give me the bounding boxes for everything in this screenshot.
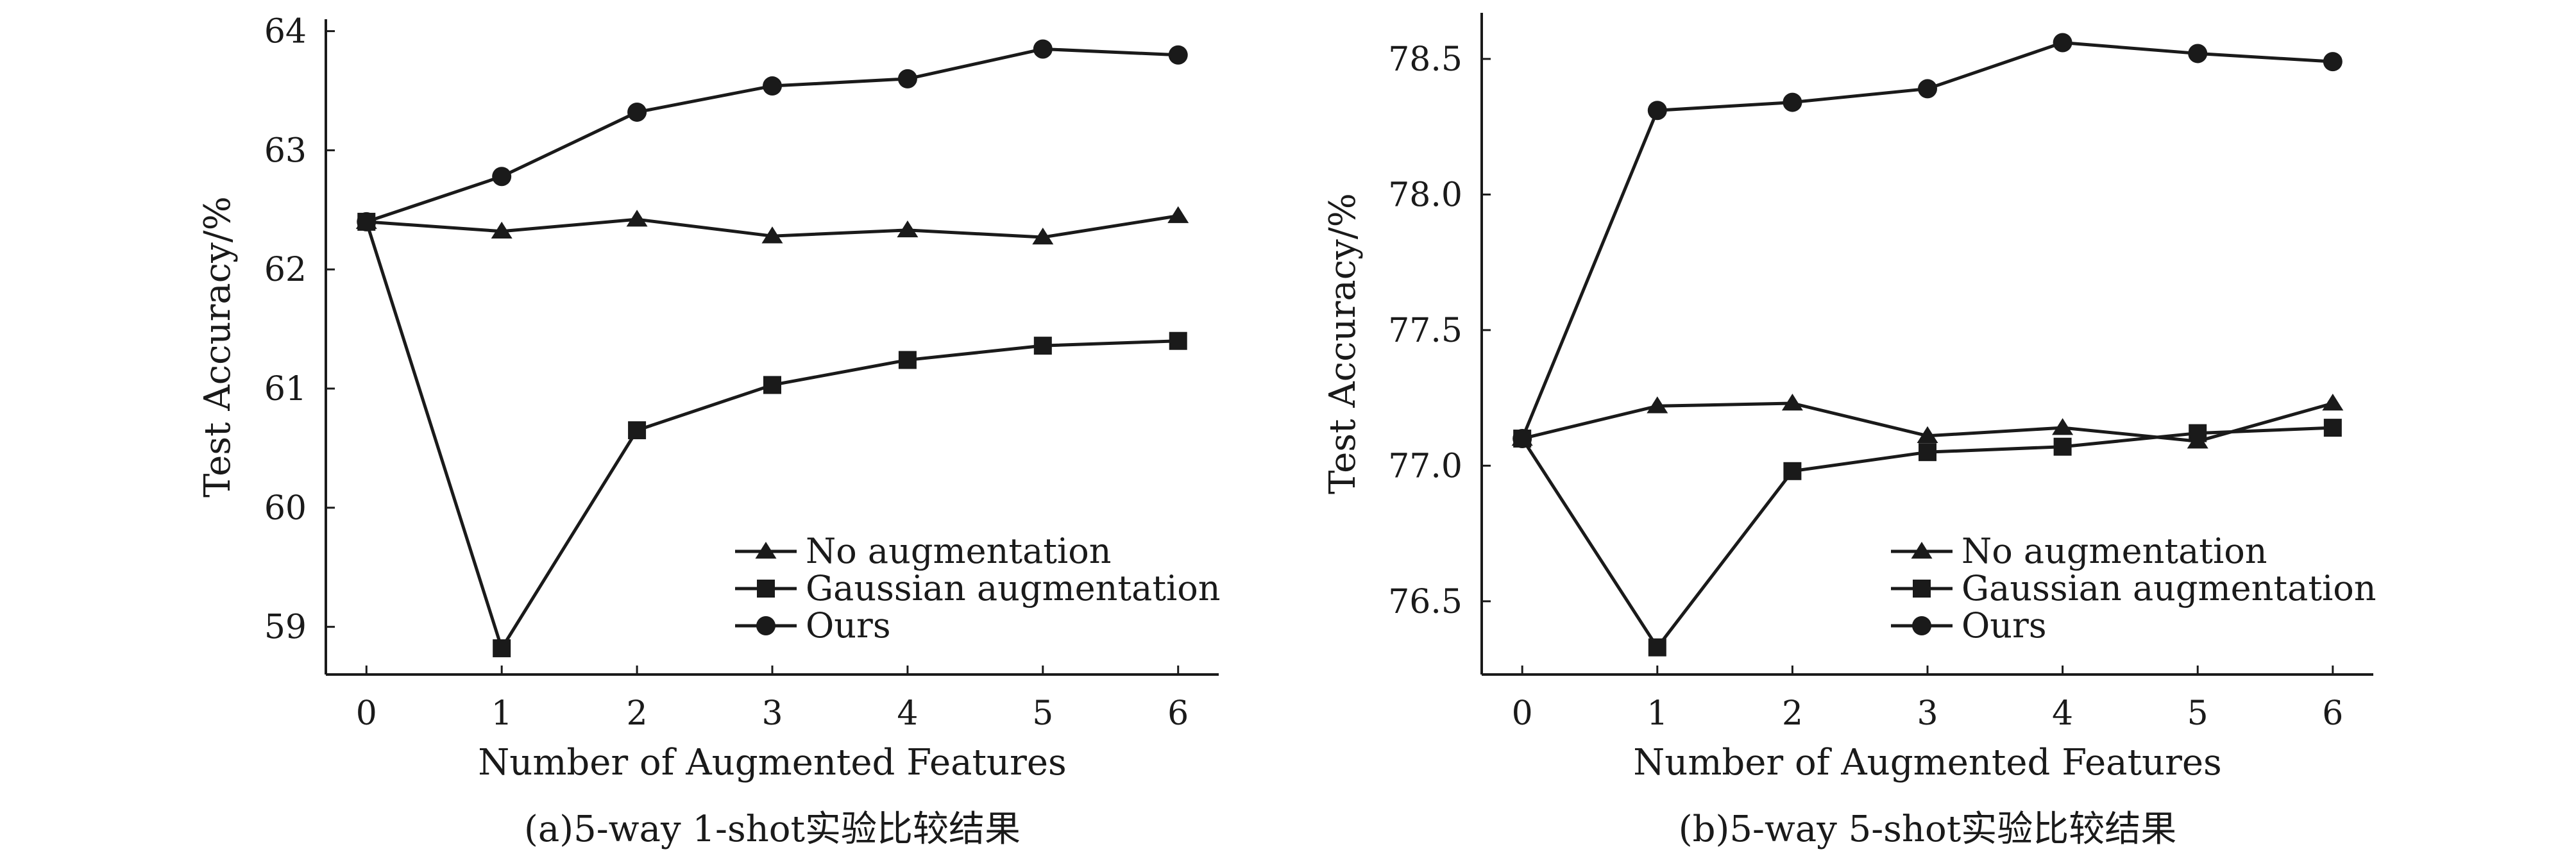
- chart-panel-b: 0 1 2 3 4 5 6 76.5 77.0 77.5 78.0 78.5 Number of Aug…: [1322, 13, 2377, 850]
- data-point-no-augmentation: [2052, 418, 2074, 435]
- y-tick-label: 76.5: [1388, 583, 1462, 621]
- data-point-no-augmentation: [1167, 206, 1189, 223]
- series-line-ours: [366, 47, 1178, 224]
- data-point-gaussian-augmentation: [2053, 437, 2072, 456]
- data-point-gaussian-augmentation: [898, 351, 917, 369]
- y-tick-label: 78.0: [1388, 176, 1462, 214]
- data-point-ours: [763, 76, 782, 96]
- y-tick-label: 62: [264, 251, 307, 289]
- x-axis-title: Number of Augmented Features: [1633, 742, 2221, 783]
- x-tick-label: 3: [761, 694, 783, 733]
- data-point-no-augmentation: [1917, 426, 1938, 444]
- chart-panel-a: 0 1 2 3 4 5 6 59 60 61 62 63 64 Number of Augmented F…: [197, 13, 1221, 850]
- data-point-gaussian-augmentation: [493, 639, 511, 658]
- x-tick-label: 6: [2322, 694, 2343, 733]
- data-point-gaussian-augmentation: [2189, 424, 2207, 442]
- legend-label-no-augmentation: No augmentation: [806, 531, 1112, 571]
- data-point-ours: [2053, 33, 2072, 53]
- data-point-ours: [1513, 429, 1532, 449]
- data-point-ours: [2323, 52, 2343, 72]
- x-tick-label: 5: [1032, 694, 1053, 733]
- data-point-no-augmentation: [897, 220, 919, 238]
- x-tick-label: 1: [1647, 694, 1668, 733]
- x-tick-label: 4: [897, 694, 918, 733]
- data-point-no-augmentation: [2322, 394, 2344, 411]
- legend-label-gaussian-augmentation: Gaussian augmentation: [806, 568, 1221, 608]
- y-tick-label: 61: [264, 370, 307, 408]
- y-axis-title: Test Accuracy/%: [1322, 193, 1364, 494]
- data-point-no-augmentation: [626, 210, 648, 227]
- data-point-ours: [1918, 79, 1937, 99]
- data-point-gaussian-augmentation: [1783, 462, 1802, 480]
- legend-marker-gaussian-augmentation: [1913, 580, 1931, 598]
- x-tick-label: 2: [627, 694, 648, 733]
- data-point-gaussian-augmentation: [2323, 419, 2342, 437]
- data-point-gaussian-augmentation: [1919, 443, 1936, 462]
- data-point-ours: [1647, 101, 1667, 121]
- x-tick-label: 3: [1917, 694, 1938, 733]
- data-point-no-augmentation: [761, 226, 783, 244]
- data-point-no-augmentation: [1781, 394, 1803, 411]
- data-point-gaussian-augmentation: [763, 376, 781, 394]
- chart-caption: (b)5-way 5-shot实验比较结果: [1679, 809, 2176, 850]
- legend-label-no-augmentation: No augmentation: [1962, 531, 2267, 571]
- data-point-gaussian-augmentation: [1169, 331, 1187, 350]
- data-point-ours: [897, 69, 917, 88]
- x-tick-label: 0: [356, 694, 377, 733]
- data-point-ours: [1033, 39, 1053, 59]
- data-point-ours: [1168, 45, 1188, 65]
- y-tick-label: 59: [264, 608, 307, 647]
- legend-marker-ours: [756, 616, 775, 635]
- legend-marker-ours: [1912, 616, 1931, 635]
- chart-caption: (a)5-way 1-shot实验比较结果: [524, 809, 1021, 850]
- series-line-ours: [1520, 41, 2333, 439]
- legend-label-ours: Ours: [806, 605, 891, 646]
- legend-label-ours: Ours: [1962, 605, 2047, 646]
- y-tick-label: 78.5: [1388, 40, 1462, 79]
- y-tick-label: 77.0: [1388, 447, 1462, 485]
- y-axis-title: Test Accuracy/%: [197, 196, 239, 498]
- data-point-ours: [492, 167, 512, 187]
- y-tick-label: 63: [264, 131, 307, 170]
- legend-marker-no-augmentation: [755, 542, 777, 559]
- x-tick-label: 0: [1512, 694, 1533, 733]
- data-point-ours: [2188, 44, 2208, 63]
- legend-marker-no-augmentation: [1911, 542, 1933, 559]
- legend-label-gaussian-augmentation: Gaussian augmentation: [1962, 568, 2377, 608]
- x-tick-label: 1: [491, 694, 513, 733]
- data-point-ours: [357, 212, 377, 231]
- x-tick-label: 5: [2187, 694, 2208, 733]
- data-point-ours: [1783, 92, 1802, 112]
- data-point-gaussian-augmentation: [628, 421, 647, 440]
- y-tick-label: 60: [264, 489, 307, 528]
- data-point-gaussian-augmentation: [1033, 337, 1052, 355]
- y-tick-label: 64: [264, 13, 307, 51]
- x-tick-label: 2: [1782, 694, 1803, 733]
- x-tick-label: 6: [1167, 694, 1189, 733]
- data-point-ours: [627, 102, 647, 122]
- x-axis-title: Number of Augmented Features: [478, 742, 1066, 783]
- data-point-gaussian-augmentation: [1648, 638, 1666, 657]
- legend-marker-gaussian-augmentation: [757, 580, 775, 598]
- data-point-no-augmentation: [1032, 228, 1054, 245]
- data-point-no-augmentation: [1647, 396, 1668, 414]
- y-tick-label: 77.5: [1388, 312, 1462, 350]
- x-tick-label: 4: [2052, 694, 2073, 733]
- data-point-no-augmentation: [491, 221, 513, 239]
